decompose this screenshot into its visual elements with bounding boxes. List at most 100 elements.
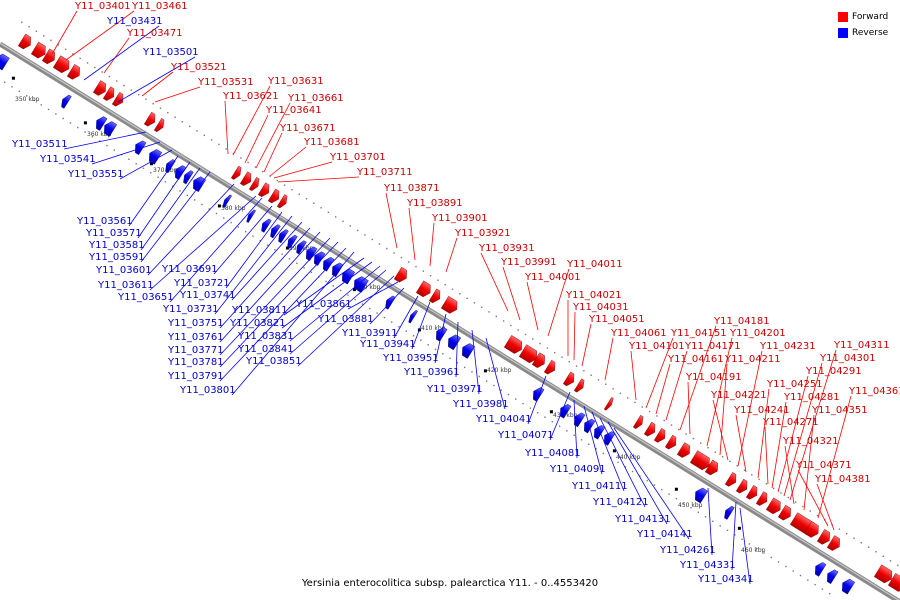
slot-dot [427,344,429,346]
reverse-label: Reverse [852,28,889,38]
reverse-gene-label: Y11_04041 [475,414,532,425]
reverse-gene-arrow [287,234,298,249]
tick-mark [149,162,153,166]
slot-dot [510,324,512,327]
reverse-gene-label: Y11_03601 [95,265,152,276]
slot-dot [493,384,495,387]
slot-dot [303,267,305,269]
tick-mark [352,288,356,292]
forward-gene-arrow [66,64,80,80]
forward-leader-line [783,362,823,497]
forward-leader-line [408,207,416,261]
slot-dot [536,411,539,414]
slot-dot [354,298,356,301]
tick-label: 380 kbp [221,205,246,212]
reverse-gene-label: Y11_03731 [162,304,219,315]
tick-mark [549,410,553,414]
reverse-gene-label: Y11_03801 [179,385,236,396]
slot-dot [283,184,286,186]
reverse-gene-arrow [342,268,356,285]
forward-gene-arrow [765,497,781,515]
reverse-gene-label: Y11_03821 [229,318,286,329]
forward-leader-line [573,311,576,361]
forward-gene-label: Y11_03921 [454,228,511,239]
forward-leader-line [51,10,78,55]
slot-dot [313,202,315,204]
slot-dot [274,249,276,251]
forward-gene-label: Y11_04271 [762,417,819,428]
reverse-leader-line [297,275,395,367]
slot-dot [349,225,352,227]
reverse-gene-arrow [270,224,281,239]
reverse-leader-line [140,167,201,251]
slot-dot [515,398,517,400]
forward-gene-label: Y11_03661 [287,93,344,104]
slot-dot [108,75,111,78]
slot-dot [816,514,819,517]
slot-dot [532,338,534,340]
slot-dot [298,193,300,195]
reverse-gene-label: Y11_03561 [76,216,133,227]
reverse-gene-label: Y11_03841 [237,344,294,355]
reverse-leader-line [219,231,321,343]
slot-dot [449,357,451,360]
slot-dot [807,579,809,581]
slot-dot [237,226,240,228]
slot-dot [624,466,626,468]
slot-dot [218,143,220,146]
slot-dot [597,379,600,381]
forward-gene-label: Y11_04051 [588,314,645,325]
reverse-gene-arrow [385,295,396,310]
slot-dot [50,39,52,42]
slot-dot [98,140,101,142]
slot-dot [123,84,125,87]
forward-gene-arrow [92,80,106,96]
slot-dot [631,470,634,473]
reverse-leader-line [599,417,646,508]
reverse-swatch [838,28,848,38]
slot-dot [171,185,174,188]
slot-dot [605,383,607,386]
slot-dot [335,216,337,218]
forward-gene-label: Y11_04371 [795,460,852,471]
forward-swatch [838,12,848,22]
reverse-leader-line [739,507,751,585]
forward-gene-label: Y11_03901 [431,213,488,224]
slot-dot [663,419,665,422]
slot-dot [814,583,816,586]
slot-dot [208,208,210,210]
slot-dot [142,167,145,169]
slot-dot [150,172,152,174]
slot-dot [566,430,568,432]
reverse-gene-label: Y11_04131 [614,514,671,525]
reverse-gene-label: Y11_04261 [659,545,716,556]
reverse-leader-line [169,197,263,303]
reverse-leader-line [591,411,625,492]
slot-dot [517,329,519,331]
slot-dot [35,30,38,32]
slot-dot [137,93,140,96]
reverse-gene-arrow [96,116,108,131]
slot-dot [558,425,561,427]
forward-gene-label: Y11_03641 [265,105,322,116]
slot-dot [159,107,162,109]
slot-dot [69,122,72,124]
slot-dot [755,547,758,550]
forward-leader-line [526,281,539,331]
forward-gene-arrow [816,529,830,545]
tick-mark [737,526,741,530]
forward-gene-arrow [777,504,791,521]
slot-dot [79,57,81,60]
backbone-highlight [0,42,900,600]
slot-dot [347,294,349,296]
forward-leader-line [803,414,815,511]
reverse-leader-line [231,251,355,396]
reverse-gene-arrow [408,309,418,324]
forward-gene-label: Y11_04101 [628,341,685,352]
reverse-leader-line [140,171,211,263]
reverse-leader-line [214,215,293,315]
slot-dot [145,98,147,100]
slot-dot [296,262,298,265]
slot-dot [670,424,673,426]
